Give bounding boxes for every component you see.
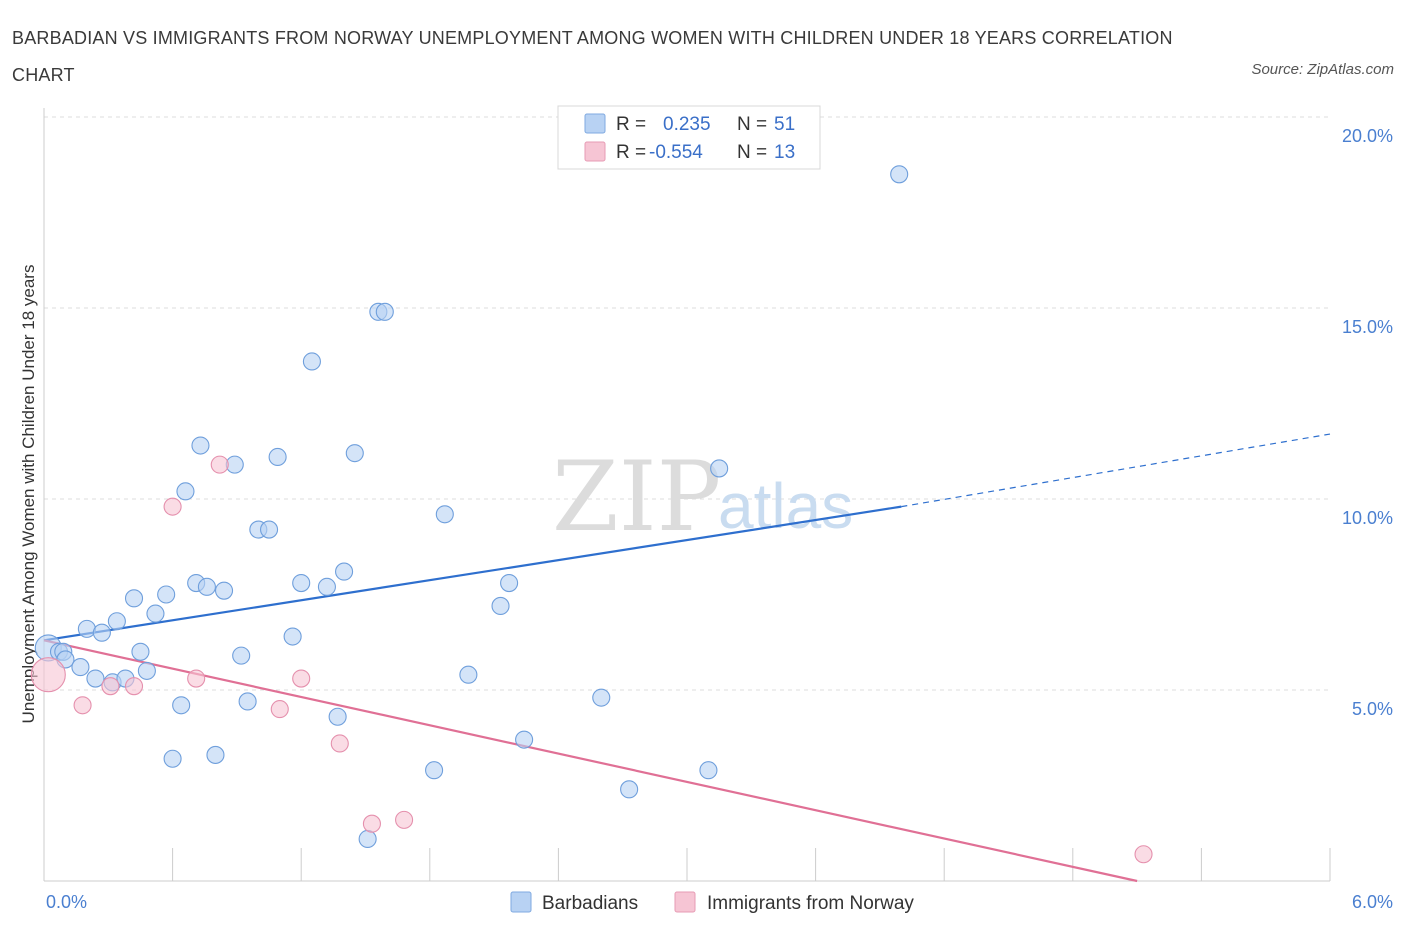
point-norway-12 <box>1134 845 1153 864</box>
point-barbadians-24 <box>225 455 244 474</box>
point-barbadians-25 <box>232 646 251 665</box>
point-barbadians-31 <box>292 573 311 593</box>
point-barbadians-4 <box>71 658 90 677</box>
point-barbadians-43 <box>491 596 510 616</box>
point-barbadians-18 <box>176 482 195 501</box>
stats-legend: R = 0.235 N = 51 R = -0.554 N = 13 <box>557 105 821 170</box>
legend-n-value-1: 51 <box>774 114 795 135</box>
series-legend: Barbadians Immigrants from Norway <box>510 891 914 914</box>
point-barbadians-32 <box>302 352 321 371</box>
x-tick-label-0: 0.0% <box>46 892 87 912</box>
point-barbadians-22 <box>206 745 225 764</box>
point-barbadians-13 <box>137 661 156 680</box>
point-norway-9 <box>330 734 349 753</box>
x-tick-label-1: 6.0% <box>1352 892 1393 912</box>
point-norway-3 <box>124 677 144 696</box>
point-barbadians-30 <box>283 627 302 646</box>
point-barbadians-29 <box>268 447 287 467</box>
point-barbadians-5 <box>77 619 96 638</box>
legend-n-label-1: N = <box>737 114 767 135</box>
chart-title: BARBADIAN VS IMMIGRANTS FROM NORWAY UNEM… <box>12 28 1173 85</box>
point-norway-8 <box>292 669 311 688</box>
legend-r-value-2: -0.554 <box>649 142 703 163</box>
x-axis-ticks <box>172 848 1331 881</box>
x-tick-labels: 0.0% 6.0% <box>46 892 1393 912</box>
point-barbadians-26 <box>238 692 257 711</box>
point-norway-1 <box>73 696 92 715</box>
point-norway-0 <box>30 657 66 693</box>
legend-r-label-1: R = <box>616 114 646 135</box>
point-barbadians-9 <box>107 612 126 631</box>
legend-swatch-barbadians <box>584 113 606 134</box>
point-barbadians-6 <box>86 669 105 688</box>
point-barbadians-21 <box>197 577 216 596</box>
legend-n-label-2: N = <box>737 142 767 163</box>
legend-swatch-norway <box>584 141 606 162</box>
y-tick-label-1: 10.0% <box>1342 508 1393 528</box>
point-barbadians-11 <box>124 589 144 608</box>
point-barbadians-7 <box>92 623 111 642</box>
trend-lines <box>43 433 1331 883</box>
point-barbadians-34 <box>328 707 347 726</box>
point-norway-7 <box>270 700 289 719</box>
y-axis-label: Unemployment Among Women with Children U… <box>19 265 38 724</box>
series-legend-swatch-barbadians <box>510 891 532 913</box>
point-barbadians-20 <box>191 436 210 455</box>
watermark-atlas: atlas <box>718 470 853 542</box>
trend-line-barbadians <box>43 505 902 642</box>
y-tick-label-0: 5.0% <box>1352 699 1393 719</box>
legend-r-label-2: R = <box>616 142 646 163</box>
point-norway-6 <box>210 455 229 474</box>
point-barbadians-42 <box>459 665 478 684</box>
point-barbadians-28 <box>259 520 279 539</box>
series-legend-barbadians: Barbadians <box>542 893 638 914</box>
point-barbadians-41 <box>435 505 454 524</box>
data-points <box>30 165 1153 864</box>
point-barbadians-23 <box>214 581 234 600</box>
trend-line-barbadians-extension <box>901 433 1331 508</box>
point-norway-4 <box>163 497 182 516</box>
source-label: Source: ZipAtlas.com <box>1251 61 1394 78</box>
y-tick-label-2: 15.0% <box>1342 317 1393 337</box>
point-barbadians-33 <box>317 577 336 596</box>
watermark-zip: ZIP <box>552 441 721 553</box>
grid-lines <box>44 116 1330 691</box>
point-norway-2 <box>101 677 120 696</box>
point-barbadians-36 <box>345 444 364 463</box>
point-barbadians-44 <box>500 573 519 593</box>
point-barbadians-40 <box>425 761 444 780</box>
point-barbadians-16 <box>163 749 182 768</box>
point-barbadians-17 <box>172 696 191 715</box>
point-barbadians-50 <box>890 165 909 184</box>
series-legend-norway: Immigrants from Norway <box>707 893 914 914</box>
point-barbadians-14 <box>146 604 165 623</box>
point-barbadians-12 <box>131 642 150 661</box>
point-barbadians-48 <box>699 761 718 780</box>
trend-line-norway <box>43 639 1138 883</box>
series-legend-swatch-norway <box>674 891 696 913</box>
point-barbadians-45 <box>515 730 534 749</box>
point-norway-11 <box>395 810 414 829</box>
point-norway-10 <box>362 814 381 833</box>
legend-n-value-2: 13 <box>774 142 795 163</box>
legend-r-value-1: 0.235 <box>663 114 711 135</box>
point-norway-5 <box>187 669 206 688</box>
y-tick-labels: 5.0% 10.0% 15.0% 20.0% <box>1342 126 1393 719</box>
point-barbadians-35 <box>335 562 354 581</box>
y-tick-label-3: 20.0% <box>1342 126 1393 146</box>
point-barbadians-46 <box>592 688 611 707</box>
point-barbadians-47 <box>620 780 639 799</box>
point-barbadians-15 <box>157 585 176 604</box>
point-barbadians-37 <box>358 829 377 849</box>
point-barbadians-39 <box>375 302 394 321</box>
point-barbadians-49 <box>710 459 729 478</box>
